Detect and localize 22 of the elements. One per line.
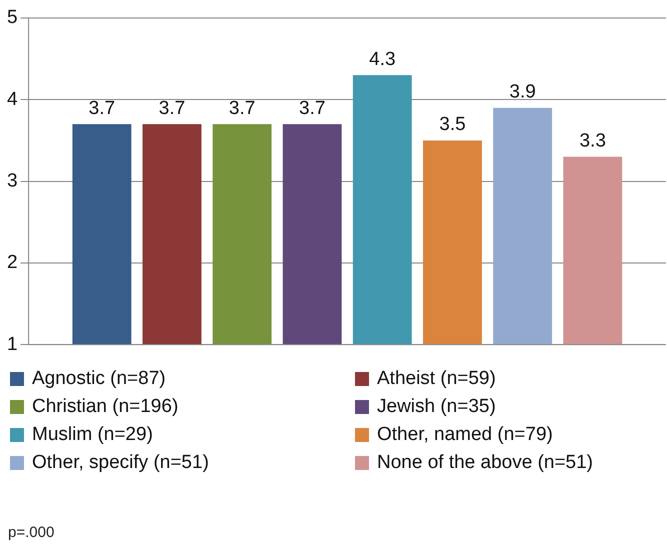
data-label: 3.7 <box>228 98 256 119</box>
data-label: 3.9 <box>509 82 536 103</box>
text: p=.000 <box>8 524 54 541</box>
legend-label: Jewish (n=35) <box>377 396 496 418</box>
legend-label: None of the above (n=51) <box>377 452 594 474</box>
data-label: 3.7 <box>88 98 116 119</box>
legend-label: Muslim (n=29) <box>32 424 153 446</box>
y-tick-label: 2 <box>6 252 18 274</box>
legend-label: Agnostic (n=87) <box>32 368 166 390</box>
data-label: 3.7 <box>299 98 326 119</box>
y-tick-label: 1 <box>6 334 18 355</box>
legend-label: Other, specify (n=51) <box>32 452 209 474</box>
data-label: 4.3 <box>369 48 396 70</box>
y-tick-label: 3 <box>6 170 18 192</box>
legend-label: Other, named (n=79) <box>377 424 553 446</box>
y-tick-label: 4 <box>6 88 18 110</box>
legend-label: Atheist (n=59) <box>377 368 496 390</box>
data-label: 3.7 <box>158 98 186 119</box>
data-label: 3.3 <box>579 130 606 152</box>
legend-label: Christian (n=196) <box>32 396 178 418</box>
y-tick-label: 5 <box>6 7 18 28</box>
data-label: 3.5 <box>439 114 466 136</box>
